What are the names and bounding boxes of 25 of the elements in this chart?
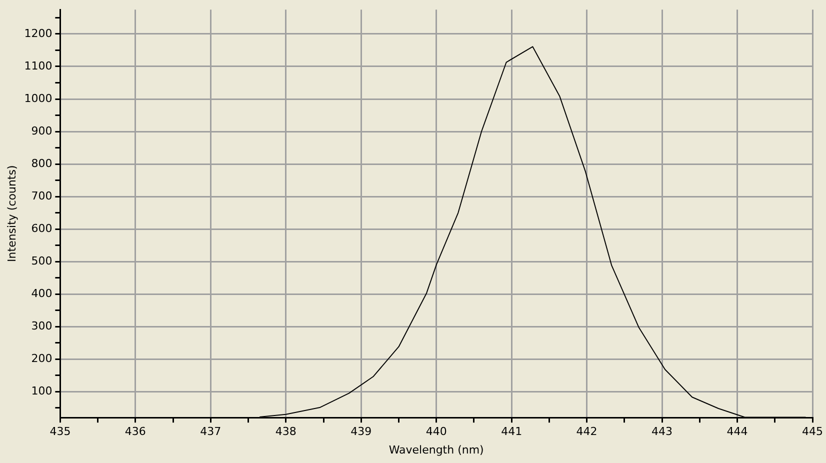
y-tick-label: 1200 [24, 26, 52, 40]
x-tick-label: 435 [50, 425, 71, 438]
y-tick-label: 800 [31, 156, 52, 170]
x-tick-label: 441 [501, 425, 522, 438]
y-tick-label: 300 [31, 319, 52, 332]
y-tick-label: 200 [31, 352, 52, 365]
x-tick-label: 445 [802, 425, 823, 438]
y-tick-label: 500 [31, 254, 52, 268]
x-tick-label: 439 [350, 425, 372, 438]
y-tick-label: 900 [31, 124, 52, 138]
x-axis-title: Wavelength (nm) [388, 443, 484, 456]
y-axis-title: Intensity (counts) [5, 165, 18, 262]
y-tick-label: 100 [31, 384, 52, 398]
x-tick-label: 436 [124, 425, 146, 438]
x-tick-label: 438 [275, 425, 296, 438]
x-tick-label: 442 [576, 425, 598, 438]
y-tick-label: 700 [31, 189, 52, 202]
x-tick-label: 443 [652, 425, 673, 438]
y-tick-label: 400 [31, 286, 52, 300]
x-tick-label: 444 [726, 425, 748, 438]
y-tick-label: 600 [31, 222, 52, 235]
y-tick-label: 1000 [24, 92, 52, 105]
x-tick-label: 440 [426, 425, 447, 438]
y-tick-label: 1100 [24, 59, 52, 72]
x-tick-label: 437 [200, 425, 222, 438]
